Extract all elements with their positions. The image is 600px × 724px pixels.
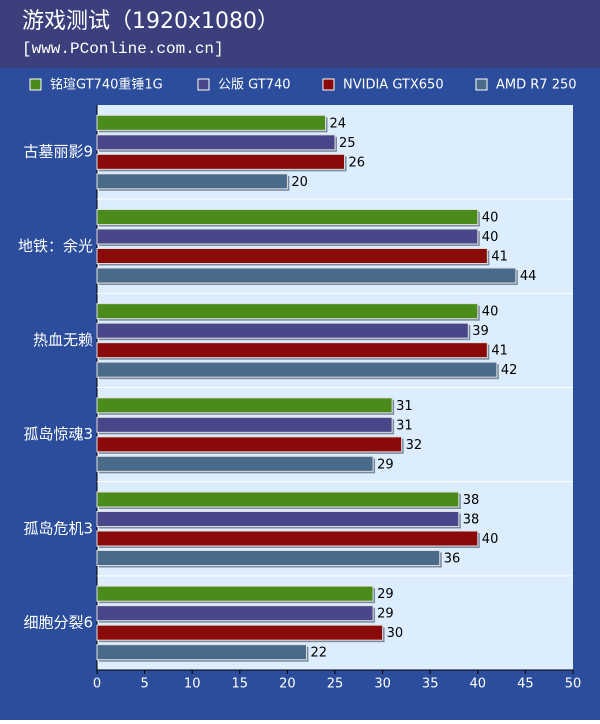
x-tick-label: 10 [184, 677, 201, 692]
y-tick-label: 细胞分裂6 [23, 613, 93, 631]
value-label: 40 [482, 211, 499, 226]
value-label: 39 [472, 324, 489, 339]
value-label: 41 [491, 250, 508, 265]
value-label: 24 [329, 116, 346, 131]
value-label: 29 [377, 607, 394, 622]
value-label: 44 [520, 269, 537, 284]
x-tick-label: 35 [422, 677, 439, 692]
bar [96, 416, 393, 433]
bar [96, 209, 479, 225]
y-tick-label: 古墓丽影9 [23, 143, 93, 161]
x-tick-label: 15 [232, 677, 249, 692]
legend-swatch [475, 78, 488, 91]
bar [96, 342, 488, 359]
legend-swatch [322, 78, 335, 91]
y-tick-label: 热血无赖 [33, 331, 93, 349]
x-tick-label: 40 [470, 677, 487, 692]
bar [96, 491, 460, 508]
bar [96, 303, 479, 320]
value-label: 32 [406, 438, 423, 453]
bar [96, 361, 498, 378]
value-label: 25 [339, 136, 356, 151]
value-label: 36 [444, 552, 461, 567]
bar [96, 134, 336, 151]
value-label: 30 [387, 626, 404, 641]
x-tick-label: 20 [279, 677, 296, 692]
bar [96, 153, 346, 170]
bar [96, 530, 479, 547]
value-label: 41 [491, 344, 508, 359]
value-label: 40 [482, 230, 499, 245]
bar [96, 624, 384, 641]
bar [96, 397, 393, 414]
legend-label: NVIDIA GTX650 [343, 78, 444, 93]
x-tick-label: 45 [517, 677, 534, 692]
value-label: 20 [291, 175, 308, 190]
value-label: 42 [501, 363, 518, 378]
x-tick-label: 0 [93, 677, 101, 692]
value-label: 38 [463, 493, 480, 508]
x-tick-label: 5 [140, 677, 148, 692]
legend-label: 铭瑄GT740重锤1G [50, 77, 163, 93]
bar [96, 644, 307, 661]
value-label: 31 [396, 399, 413, 414]
bar [96, 114, 326, 131]
legend-label: 公版 GT740 [218, 78, 291, 93]
bar [96, 455, 374, 472]
bar [96, 550, 441, 566]
value-label: 26 [349, 155, 366, 170]
x-tick-label: 30 [374, 677, 391, 692]
chart-title: 游戏测试（1920x1080） [22, 9, 279, 34]
value-label: 40 [482, 305, 499, 320]
value-label: 29 [377, 457, 394, 472]
legend-swatch [197, 78, 210, 91]
x-tick-label: 25 [327, 677, 344, 692]
bar [96, 511, 460, 527]
bar [96, 248, 488, 264]
value-label: 29 [377, 587, 394, 602]
y-tick-label: 孤岛惊魂3 [23, 425, 93, 443]
bar [96, 322, 469, 339]
bar [96, 228, 479, 245]
y-tick-label: 地铁：余光 [18, 237, 93, 255]
value-label: 38 [463, 513, 480, 528]
x-tick-label: 50 [565, 677, 582, 692]
legend-label: AMD R7 250 [496, 78, 577, 93]
bar [96, 267, 517, 284]
bar [96, 173, 288, 190]
bar [96, 605, 374, 622]
value-label: 22 [310, 646, 327, 661]
value-label: 31 [396, 418, 413, 433]
bar [96, 436, 403, 453]
legend-swatch [29, 78, 42, 91]
value-label: 40 [482, 532, 499, 547]
chart-subtitle: [www.PConline.com.cn] [22, 40, 224, 58]
y-tick-label: 孤岛危机3 [23, 519, 93, 537]
bar [96, 585, 374, 602]
header [0, 0, 600, 68]
